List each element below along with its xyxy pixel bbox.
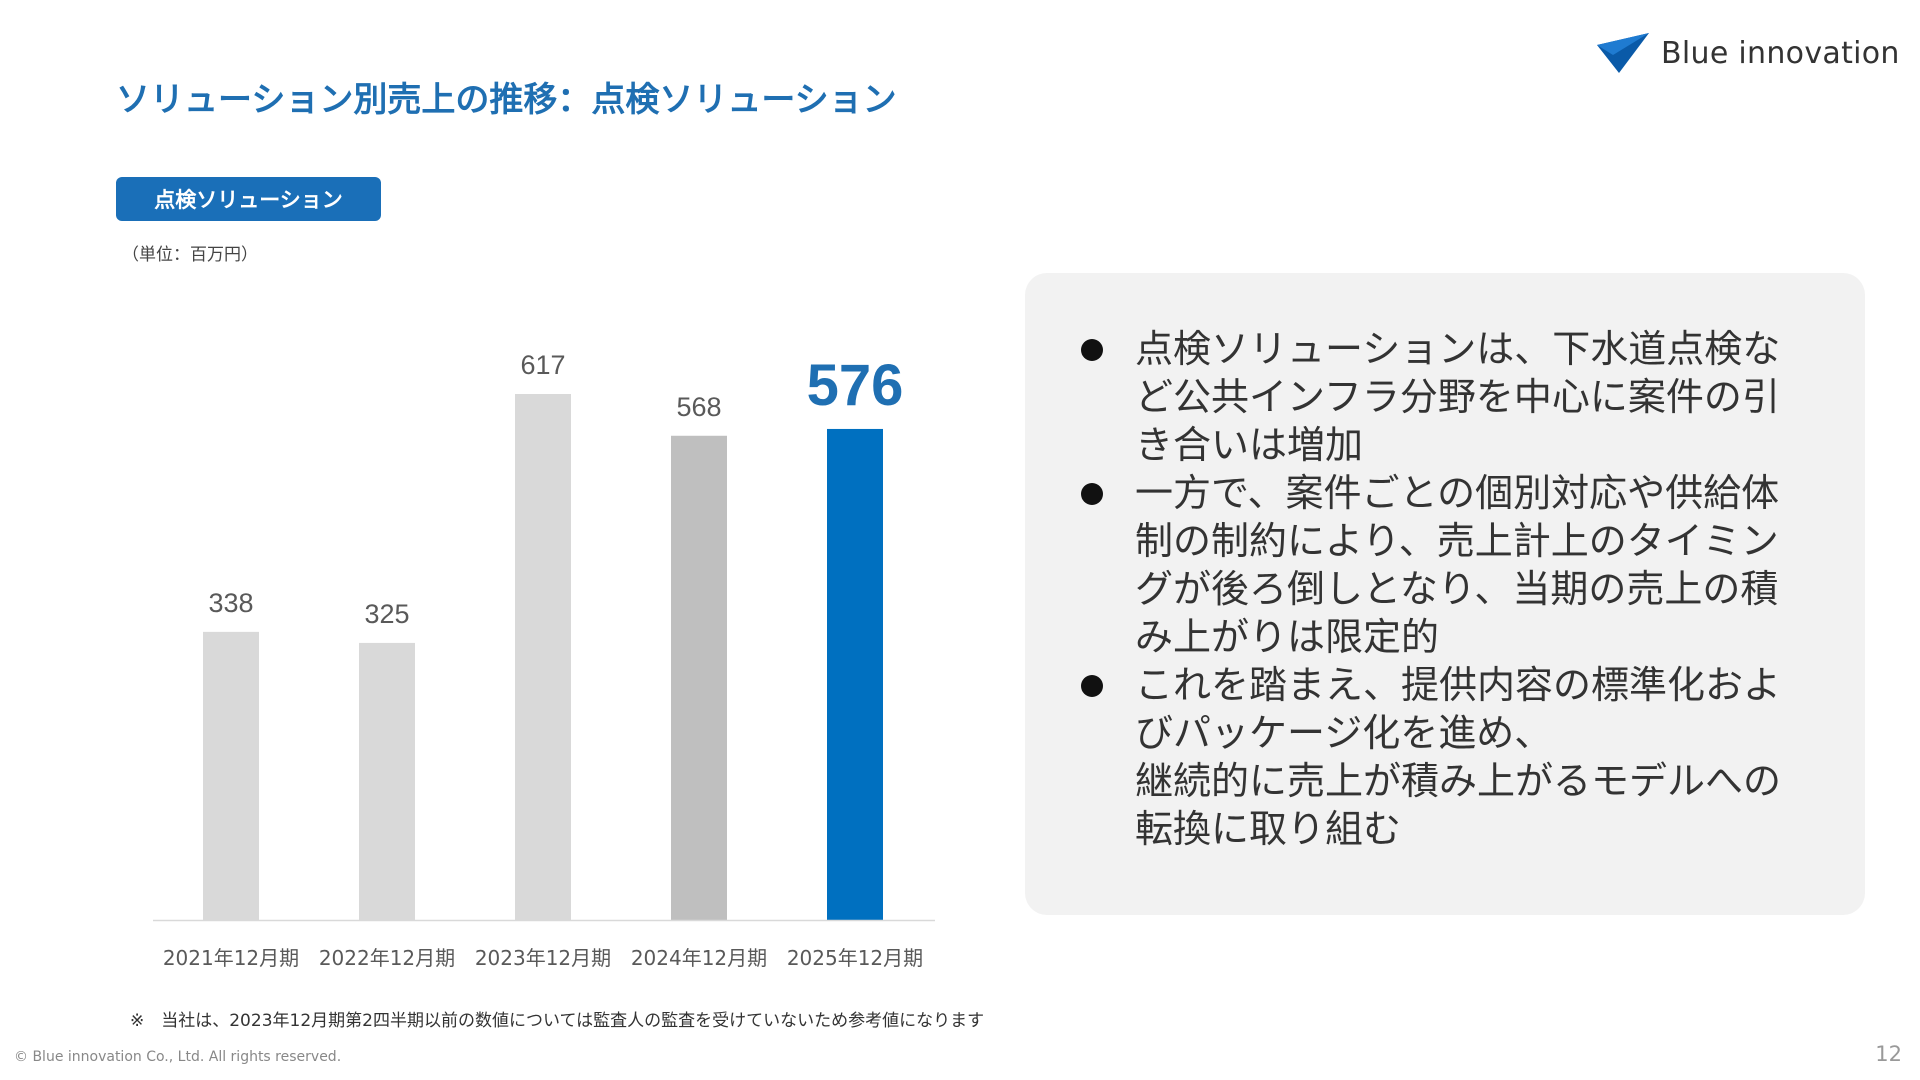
page-number: 12 (1875, 1042, 1902, 1066)
section-tag: 点検ソリューション (116, 177, 381, 221)
bullet-dot-icon (1081, 675, 1103, 697)
paper-plane-icon (1597, 33, 1649, 73)
footnote: ※ 当社は、2023年12月期第2四半期以前の数値については監査人の監査を受けて… (130, 1011, 985, 1031)
bar-2021年12月期 (203, 631, 259, 920)
bullet-text: これを踏まえ、提供内容の標準化およ びパッケージ化を進め、 継続的に売上が積み上… (1135, 663, 1782, 851)
bar-2023年12月期 (515, 394, 571, 920)
bullet-list: 点検ソリューションは、下水道点検な ど公共インフラ分野を中心に案件の引 き合いは… (1077, 325, 1817, 853)
bar-2024年12月期 (671, 435, 727, 920)
copyright: © Blue innovation Co., Ltd. All rights r… (14, 1049, 342, 1065)
value-label: 576 (807, 353, 904, 418)
unit-label: （単位：百万円） (122, 245, 258, 265)
category-label: 2021年12月期 (163, 946, 299, 970)
value-label: 325 (364, 599, 409, 629)
page-title: ソリューション別売上の推移：点検ソリューション (116, 80, 897, 120)
value-label: 338 (208, 588, 253, 618)
bullet-dot-icon (1081, 339, 1103, 361)
bar-2025年12月期 (827, 428, 883, 920)
revenue-bar-chart: 338 2021年12月期 325 2022年12月期 617 2023年12月期 568 2… (153, 350, 935, 970)
bullet-dot-icon (1081, 483, 1103, 505)
bullet-item: これを踏まえ、提供内容の標準化およ びパッケージ化を進め、 継続的に売上が積み上… (1077, 661, 1817, 853)
category-label: 2023年12月期 (475, 946, 611, 970)
bullet-item: 一方で、案件ごとの個別対応や供給体 制の制約により、売上計上のタイミン グが後ろ… (1077, 469, 1817, 661)
category-label: 2024年12月期 (631, 946, 767, 970)
bullet-item: 点検ソリューションは、下水道点検な ど公共インフラ分野を中心に案件の引 き合いは… (1077, 325, 1817, 469)
company-logo: Blue innovation (1597, 32, 1900, 74)
value-label: 568 (676, 392, 721, 422)
category-label: 2025年12月期 (787, 946, 923, 970)
bullet-text: 一方で、案件ごとの個別対応や供給体 制の制約により、売上計上のタイミン グが後ろ… (1135, 471, 1780, 659)
bullet-text: 点検ソリューションは、下水道点検な ど公共インフラ分野を中心に案件の引 き合いは… (1135, 327, 1781, 467)
bar-2022年12月期 (359, 642, 415, 920)
logo-text: Blue innovation (1661, 35, 1900, 71)
value-label: 617 (520, 350, 565, 380)
info-box: 点検ソリューションは、下水道点検な ど公共インフラ分野を中心に案件の引 き合いは… (1025, 273, 1865, 915)
category-label: 2022年12月期 (319, 946, 455, 970)
